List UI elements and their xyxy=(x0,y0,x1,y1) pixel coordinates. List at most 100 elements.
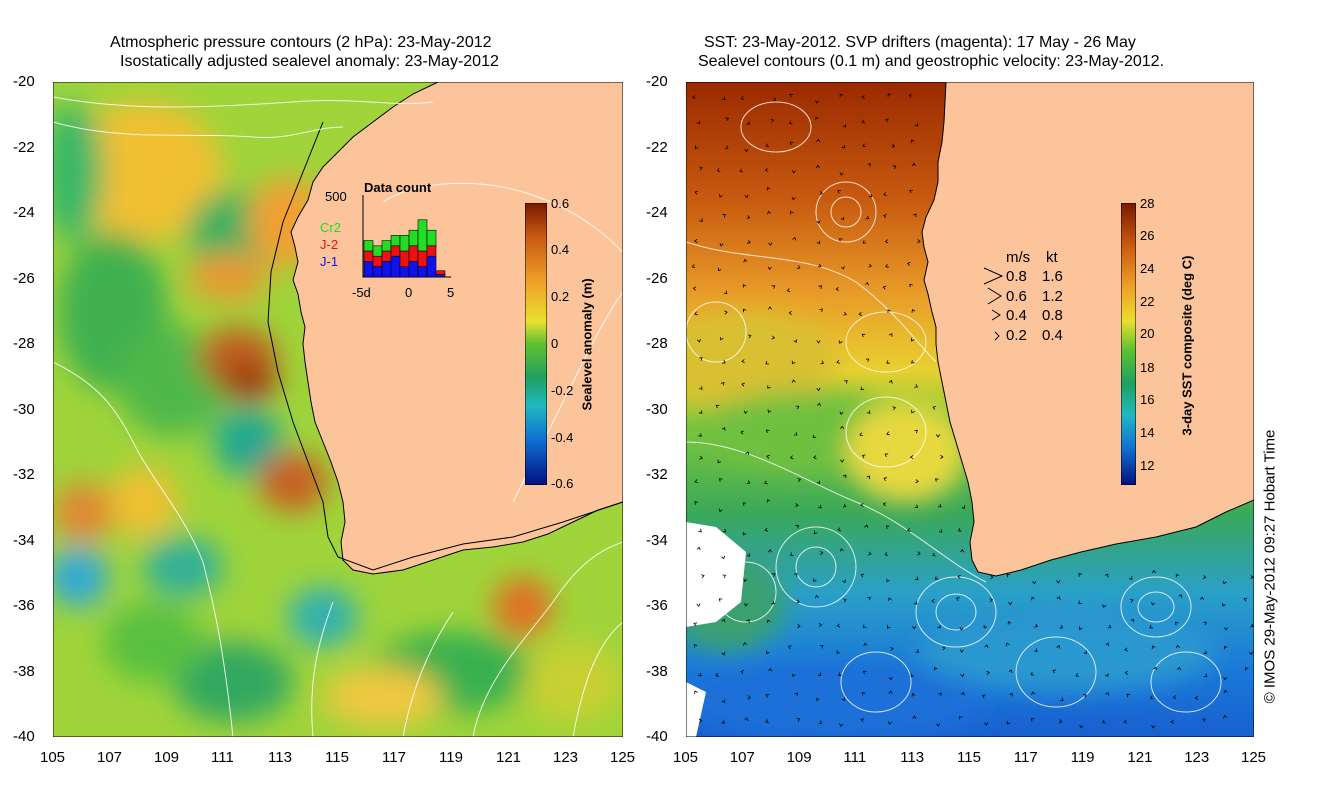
right-cb-tick: 12 xyxy=(1140,458,1155,473)
velocity-arrow xyxy=(717,267,722,272)
velocity-arrow xyxy=(892,406,896,411)
velocity-arrow xyxy=(1058,719,1063,724)
velocity-arrow xyxy=(724,310,728,315)
velocity-arrow xyxy=(1059,697,1064,702)
velocity-arrow xyxy=(743,410,748,415)
velocity-arrow xyxy=(698,410,703,414)
velocity-arrow xyxy=(746,480,751,484)
velocity-arrow xyxy=(885,118,889,123)
vel-row-ms: 0.6 xyxy=(1006,288,1027,305)
velocity-arrow xyxy=(888,690,893,694)
velocity-arrow xyxy=(839,723,844,727)
right-cb-tick: 18 xyxy=(1140,360,1155,375)
velocity-arrow xyxy=(942,646,946,651)
left-cb-tick: 0.2 xyxy=(551,289,570,304)
velocity-arrow xyxy=(812,434,817,439)
velocity-arrow xyxy=(1175,621,1179,626)
histogram-bar-cr2 xyxy=(381,240,392,252)
right-cb-tick: 24 xyxy=(1140,261,1155,276)
velocity-arrow xyxy=(868,551,872,556)
velocity-arrow xyxy=(694,238,698,244)
lon-tick-label: 115 xyxy=(325,749,349,766)
velocity-arrow xyxy=(794,692,798,697)
velocity-arrow xyxy=(725,117,730,122)
velocity-arrow xyxy=(813,455,817,460)
lat-tick-label: -26 xyxy=(646,269,668,287)
velocity-arrow xyxy=(866,410,871,414)
velocity-arrow xyxy=(865,358,870,362)
velocity-arrow xyxy=(701,574,705,579)
velocity-arrow xyxy=(911,359,915,364)
velocity-arrow xyxy=(789,94,794,98)
velocity-arrow xyxy=(764,527,769,532)
lat-tick-label: -36 xyxy=(13,597,35,614)
velocity-arrow xyxy=(860,718,865,723)
velocity-arrow xyxy=(694,190,699,195)
velocity-arrow xyxy=(1245,667,1249,671)
velocity-arrow xyxy=(746,121,751,125)
velocity-arrow xyxy=(911,309,916,313)
lon-tick-label: 113 xyxy=(900,749,925,766)
lat-tick-label: -32 xyxy=(646,466,668,483)
velocity-arrow xyxy=(862,143,866,148)
velocity-arrow xyxy=(721,96,726,101)
velocity-arrow xyxy=(864,524,869,528)
velocity-arrow xyxy=(818,622,823,627)
lon-tick-label: 111 xyxy=(211,749,234,766)
velocity-arrow xyxy=(1105,642,1110,647)
histogram-bar-j2 xyxy=(417,250,428,267)
lat-tick-label: -28 xyxy=(13,335,35,352)
velocity-arrow xyxy=(788,645,792,650)
velocity-arrow xyxy=(1250,575,1254,580)
velocity-arrow xyxy=(1130,618,1135,623)
lat-tick-label: -22 xyxy=(13,138,35,156)
velocity-arrow xyxy=(819,191,824,196)
velocity-arrow xyxy=(892,165,897,169)
velocity-arrow xyxy=(842,598,847,603)
velocity-arrow xyxy=(1223,676,1228,681)
velocity-arrow xyxy=(719,242,724,247)
velocity-arrow xyxy=(815,164,820,169)
anomaly-field xyxy=(53,102,623,727)
velocity-arrow xyxy=(1223,714,1228,719)
velocity-arrow xyxy=(820,550,824,556)
velocity-arrow xyxy=(796,624,801,628)
left-colorbar-label: Sealevel anomaly (m) xyxy=(579,278,595,411)
velocity-arrow xyxy=(886,431,890,436)
velocity-arrow xyxy=(789,455,794,460)
inset-x-label-0: -5d xyxy=(352,285,371,300)
velocity-arrow xyxy=(888,333,893,337)
velocity-arrow xyxy=(817,263,822,268)
velocity-arrow xyxy=(1102,604,1107,608)
velocity-arrow xyxy=(788,310,792,316)
velocity-arrow xyxy=(764,167,769,172)
lat-tick-label: -28 xyxy=(646,335,668,352)
velocity-arrow xyxy=(767,409,772,413)
velocity-arrow xyxy=(694,311,698,316)
velocity-arrow xyxy=(768,667,773,672)
velocity-arrow xyxy=(917,551,921,556)
velocity-arrow xyxy=(868,263,872,268)
velocity-arrow xyxy=(715,673,720,677)
lat-tick-label: -34 xyxy=(646,531,668,549)
lon-tick-label: 125 xyxy=(610,749,636,766)
vel-row-ms: 0.2 xyxy=(1006,327,1027,344)
lon-tick-label: 107 xyxy=(97,749,123,766)
velocity-arrow xyxy=(989,598,994,603)
velocity-arrow xyxy=(911,162,916,167)
velocity-arrow xyxy=(747,334,752,339)
velocity-arrow xyxy=(766,454,770,459)
velocity-arrow xyxy=(839,172,844,176)
histogram-bar-j2 xyxy=(399,250,410,267)
velocity-arrow xyxy=(765,143,770,148)
velocity-arrow xyxy=(840,459,845,463)
velocity-arrow xyxy=(740,670,745,674)
lon-tick-label: 123 xyxy=(1184,749,1210,766)
velocity-arrow xyxy=(932,552,936,557)
velocity-arrow xyxy=(742,502,747,506)
velocity-arrow xyxy=(914,504,919,508)
velocity-arrow xyxy=(1170,719,1174,724)
lon-tick-label: 105 xyxy=(40,749,66,766)
velocity-arrow xyxy=(860,386,865,391)
velocity-arrow xyxy=(816,480,821,485)
